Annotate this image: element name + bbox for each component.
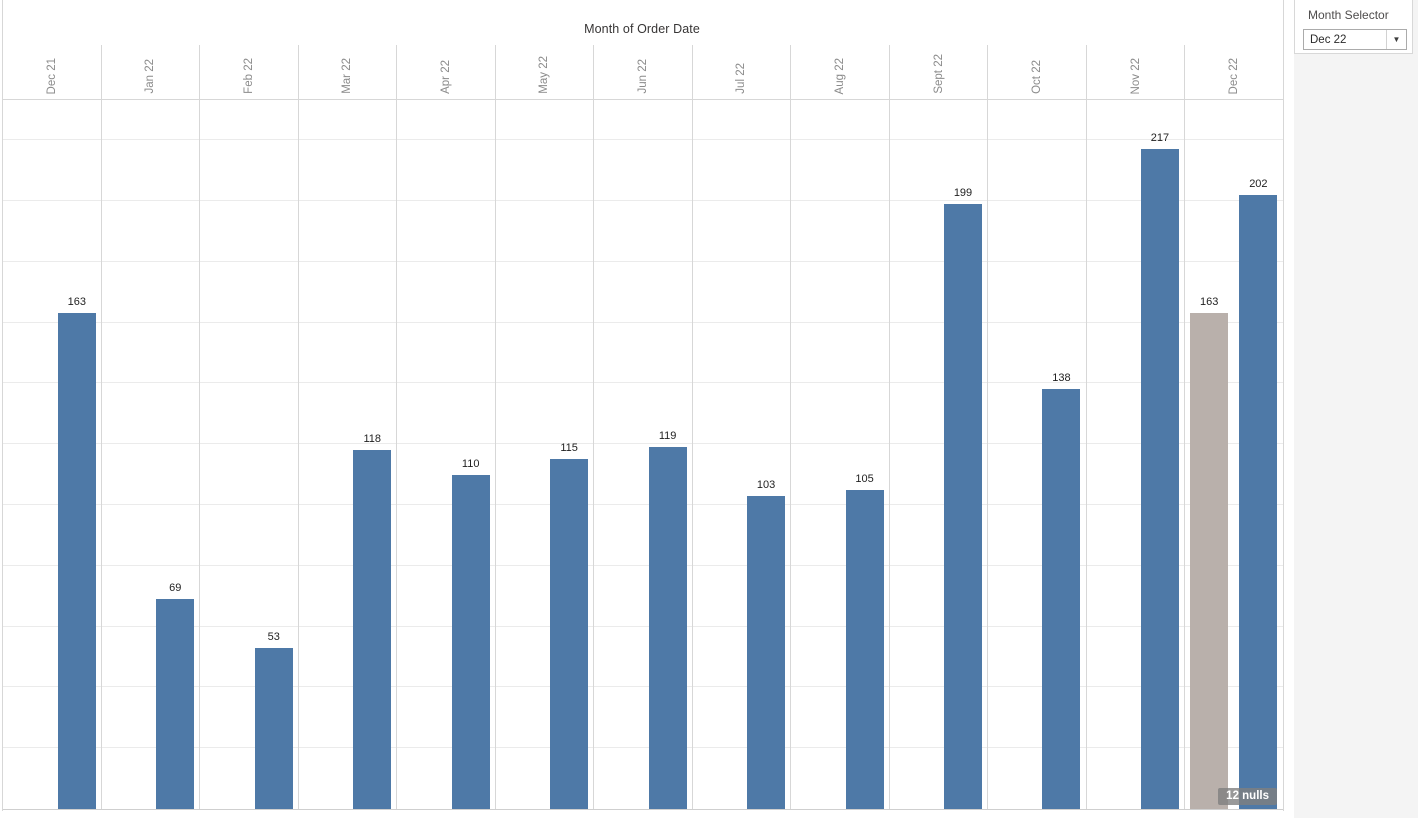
column-separator — [790, 100, 792, 809]
column-header-may-22[interactable]: May 22 — [496, 45, 595, 99]
bar-value-label: 118 — [363, 433, 381, 446]
order-date-chart: Month of Order Date Dec 21 Jan 22 Feb 22 Ma… — [2, 0, 1284, 811]
filter-panel: Month Selector Dec 22 ▼ — [1294, 0, 1418, 818]
chart-right-border — [1283, 0, 1284, 811]
bar-value-label: 69 — [169, 582, 182, 595]
dropdown-selected-value: Dec 22 — [1310, 33, 1347, 46]
gridline — [3, 199, 1283, 201]
month-selector-dropdown[interactable]: Dec 22 ▼ — [1303, 29, 1407, 50]
column-header-label: Mar 22 — [341, 58, 354, 94]
bar-sept-22[interactable] — [944, 203, 982, 809]
bar-feb-22[interactable] — [254, 647, 293, 809]
gridline — [3, 382, 1283, 384]
gridline — [3, 260, 1283, 262]
bar-oct-22[interactable] — [1042, 389, 1081, 809]
column-header-label: Dec 22 — [1228, 57, 1241, 94]
plot-area: 12 nulls 163 69 53 118 110 115 119 103 105 199 138… — [3, 100, 1283, 810]
column-header-mar-22[interactable]: Mar 22 — [299, 45, 398, 99]
column-header-jun-22[interactable]: Jun 22 — [594, 45, 693, 99]
chart-left-border — [2, 0, 3, 811]
bar-value-label: 103 — [756, 478, 776, 491]
column-header-aug-22[interactable]: Aug 22 — [791, 45, 890, 99]
column-header-label: Aug 22 — [834, 57, 847, 94]
column-separator — [1085, 100, 1087, 809]
month-selector-card: Month Selector Dec 22 ▼ — [1294, 0, 1413, 54]
column-header-label: May 22 — [538, 56, 551, 94]
caret-down-icon[interactable]: ▼ — [1386, 30, 1406, 49]
column-header-label: Apr 22 — [439, 60, 452, 94]
column-separator — [593, 100, 595, 809]
column-header-oct-22[interactable]: Oct 22 — [988, 45, 1087, 99]
column-headers: Dec 21 Jan 22 Feb 22 Mar 22 Apr 22 May 22 Jun … — [3, 45, 1283, 100]
bar-value-label: 53 — [267, 630, 280, 643]
bar-mar-22[interactable] — [353, 450, 392, 809]
bar-value-label: 163 — [1199, 296, 1219, 309]
bar-value-label: 119 — [658, 430, 677, 443]
column-header-jan-22[interactable]: Jan 22 — [102, 45, 201, 99]
bar-value-label: 138 — [1052, 372, 1071, 385]
bar-may-22[interactable] — [550, 459, 589, 809]
column-header-label: Dec 21 — [45, 57, 58, 94]
chart-title: Month of Order Date — [584, 22, 700, 36]
bar-dec-21[interactable] — [57, 313, 96, 809]
gridline — [3, 686, 1283, 688]
bar-aug-22[interactable] — [845, 489, 884, 809]
bar-value-label: 110 — [461, 457, 480, 470]
column-header-nov-22[interactable]: Nov 22 — [1087, 45, 1186, 99]
bar-dec-22[interactable] — [1239, 194, 1278, 809]
column-header-sept-22[interactable]: Sept 22 — [890, 45, 989, 99]
column-header-label: Oct 22 — [1031, 60, 1044, 94]
gridline — [3, 139, 1283, 141]
bar-jan-22[interactable] — [156, 599, 195, 809]
bar-value-label: 105 — [855, 472, 874, 485]
column-separator — [100, 100, 102, 809]
gridline — [3, 625, 1283, 627]
column-header-label: Feb 22 — [242, 58, 255, 94]
column-separator — [494, 100, 496, 809]
column-separator — [1184, 100, 1186, 809]
column-separator — [987, 100, 989, 809]
column-header-apr-22[interactable]: Apr 22 — [397, 45, 496, 99]
null-indicator-badge[interactable]: 12 nulls — [1218, 788, 1277, 805]
column-header-dec-22[interactable]: Dec 22 — [1185, 45, 1283, 99]
bar-value-label: 217 — [1150, 132, 1170, 145]
column-header-label: Sept 22 — [932, 54, 945, 94]
column-separator — [297, 100, 299, 809]
column-separator — [396, 100, 398, 809]
bar-value-label: 202 — [1249, 177, 1268, 190]
bar-nov-22[interactable] — [1140, 149, 1179, 809]
column-header-label: Jan 22 — [144, 59, 157, 94]
bar-apr-22[interactable] — [451, 474, 490, 809]
bar-value-label: 163 — [67, 296, 87, 309]
bar-jun-22[interactable] — [648, 447, 687, 809]
column-header-label: Jul 22 — [735, 63, 748, 94]
gridline — [3, 503, 1283, 505]
filter-title: Month Selector — [1308, 8, 1389, 22]
gridline — [3, 564, 1283, 566]
gridline — [3, 321, 1283, 323]
bar-dec-22[interactable] — [1190, 313, 1229, 809]
bar-value-label: 115 — [560, 442, 578, 455]
column-header-label: Nov 22 — [1129, 57, 1142, 94]
column-separator — [888, 100, 890, 809]
column-header-label: Jun 22 — [636, 59, 649, 94]
gridline — [3, 443, 1283, 445]
column-separator — [199, 100, 201, 809]
bar-jul-22[interactable] — [747, 495, 786, 809]
column-header-jul-22[interactable]: Jul 22 — [693, 45, 792, 99]
column-header-feb-22[interactable]: Feb 22 — [200, 45, 299, 99]
column-header-dec-21[interactable]: Dec 21 — [3, 45, 102, 99]
gridline — [3, 747, 1283, 749]
column-separator — [691, 100, 693, 809]
bar-value-label: 199 — [953, 186, 973, 199]
